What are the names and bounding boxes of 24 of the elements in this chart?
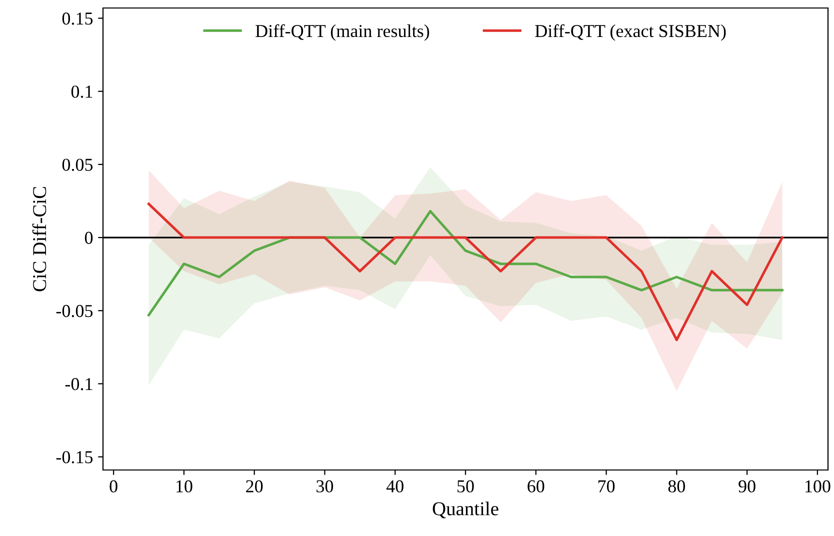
x-axis-title: Quantile [432,502,498,518]
y-tick-label: -0.15 [56,451,93,464]
y-tick-label: 0 [84,232,93,244]
y-axis-title: CiC Diff-CiC [32,187,46,292]
y-tick-label: 0.1 [71,86,92,98]
y-tick-label: 0.05 [62,158,93,171]
y-tick-label: 0.15 [62,12,93,25]
legend-label: Diff-QTT (exact SISBEN) [535,24,726,41]
x-tick-label: 70 [598,480,615,492]
line-series [148,210,784,316]
x-tick-label: 0 [110,480,118,492]
y-tick-label: -0.1 [65,378,92,390]
x-tick-label: 10 [176,480,192,492]
legend-label: Diff-QTT (main results) [256,24,430,41]
line-series [148,202,784,342]
y-tick-label: -0.05 [56,304,93,318]
x-tick-label: 30 [316,480,334,492]
x-tick-label: 40 [386,480,404,492]
x-tick-label: 60 [528,480,544,492]
x-tick-label: 80 [668,480,686,492]
x-tick-label: 50 [458,480,474,492]
x-tick-label: 90 [738,480,756,492]
x-tick-label: 100 [805,480,830,492]
x-tick-label: 20 [246,480,263,492]
